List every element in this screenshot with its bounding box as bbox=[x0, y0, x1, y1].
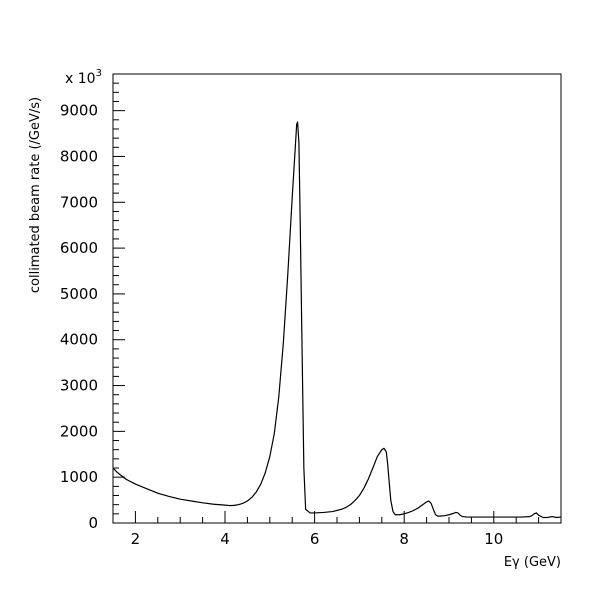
x-tick-label: 6 bbox=[310, 530, 320, 548]
x-tick-label: 4 bbox=[220, 530, 230, 548]
y-multiplier-base: x 10 bbox=[65, 71, 96, 87]
y-multiplier-exponent: 3 bbox=[96, 68, 102, 79]
x-axis-ticks: 2 4 6 8 10 bbox=[131, 511, 540, 548]
y-axis-ticks: 0 1000 2000 3000 4000 5000 6000 7000 8000 9000 bbox=[60, 82, 125, 532]
y-tick-label: 3000 bbox=[60, 377, 98, 395]
x-tick-label: 8 bbox=[399, 530, 409, 548]
y-tick-label: 2000 bbox=[60, 422, 98, 440]
y-tick-label: 6000 bbox=[60, 239, 98, 257]
y-axis-label: collimated beam rate (/GeV/s) bbox=[28, 97, 43, 293]
y-tick-label: 4000 bbox=[60, 331, 98, 349]
x-axis-label: Eγ (GeV) bbox=[504, 555, 561, 570]
plot-frame bbox=[112, 73, 562, 524]
y-tick-label: 7000 bbox=[60, 193, 98, 211]
y-multiplier-label: x 103 bbox=[65, 68, 102, 87]
x-tick-label: 10 bbox=[484, 530, 503, 548]
y-tick-label: 5000 bbox=[60, 285, 98, 303]
x-tick-label: 2 bbox=[131, 530, 141, 548]
y-tick-label: 9000 bbox=[60, 102, 98, 120]
y-tick-label: 1000 bbox=[60, 468, 98, 486]
y-tick-label: 0 bbox=[88, 514, 98, 532]
series-line bbox=[112, 121, 562, 519]
y-tick-label: 8000 bbox=[60, 147, 98, 165]
